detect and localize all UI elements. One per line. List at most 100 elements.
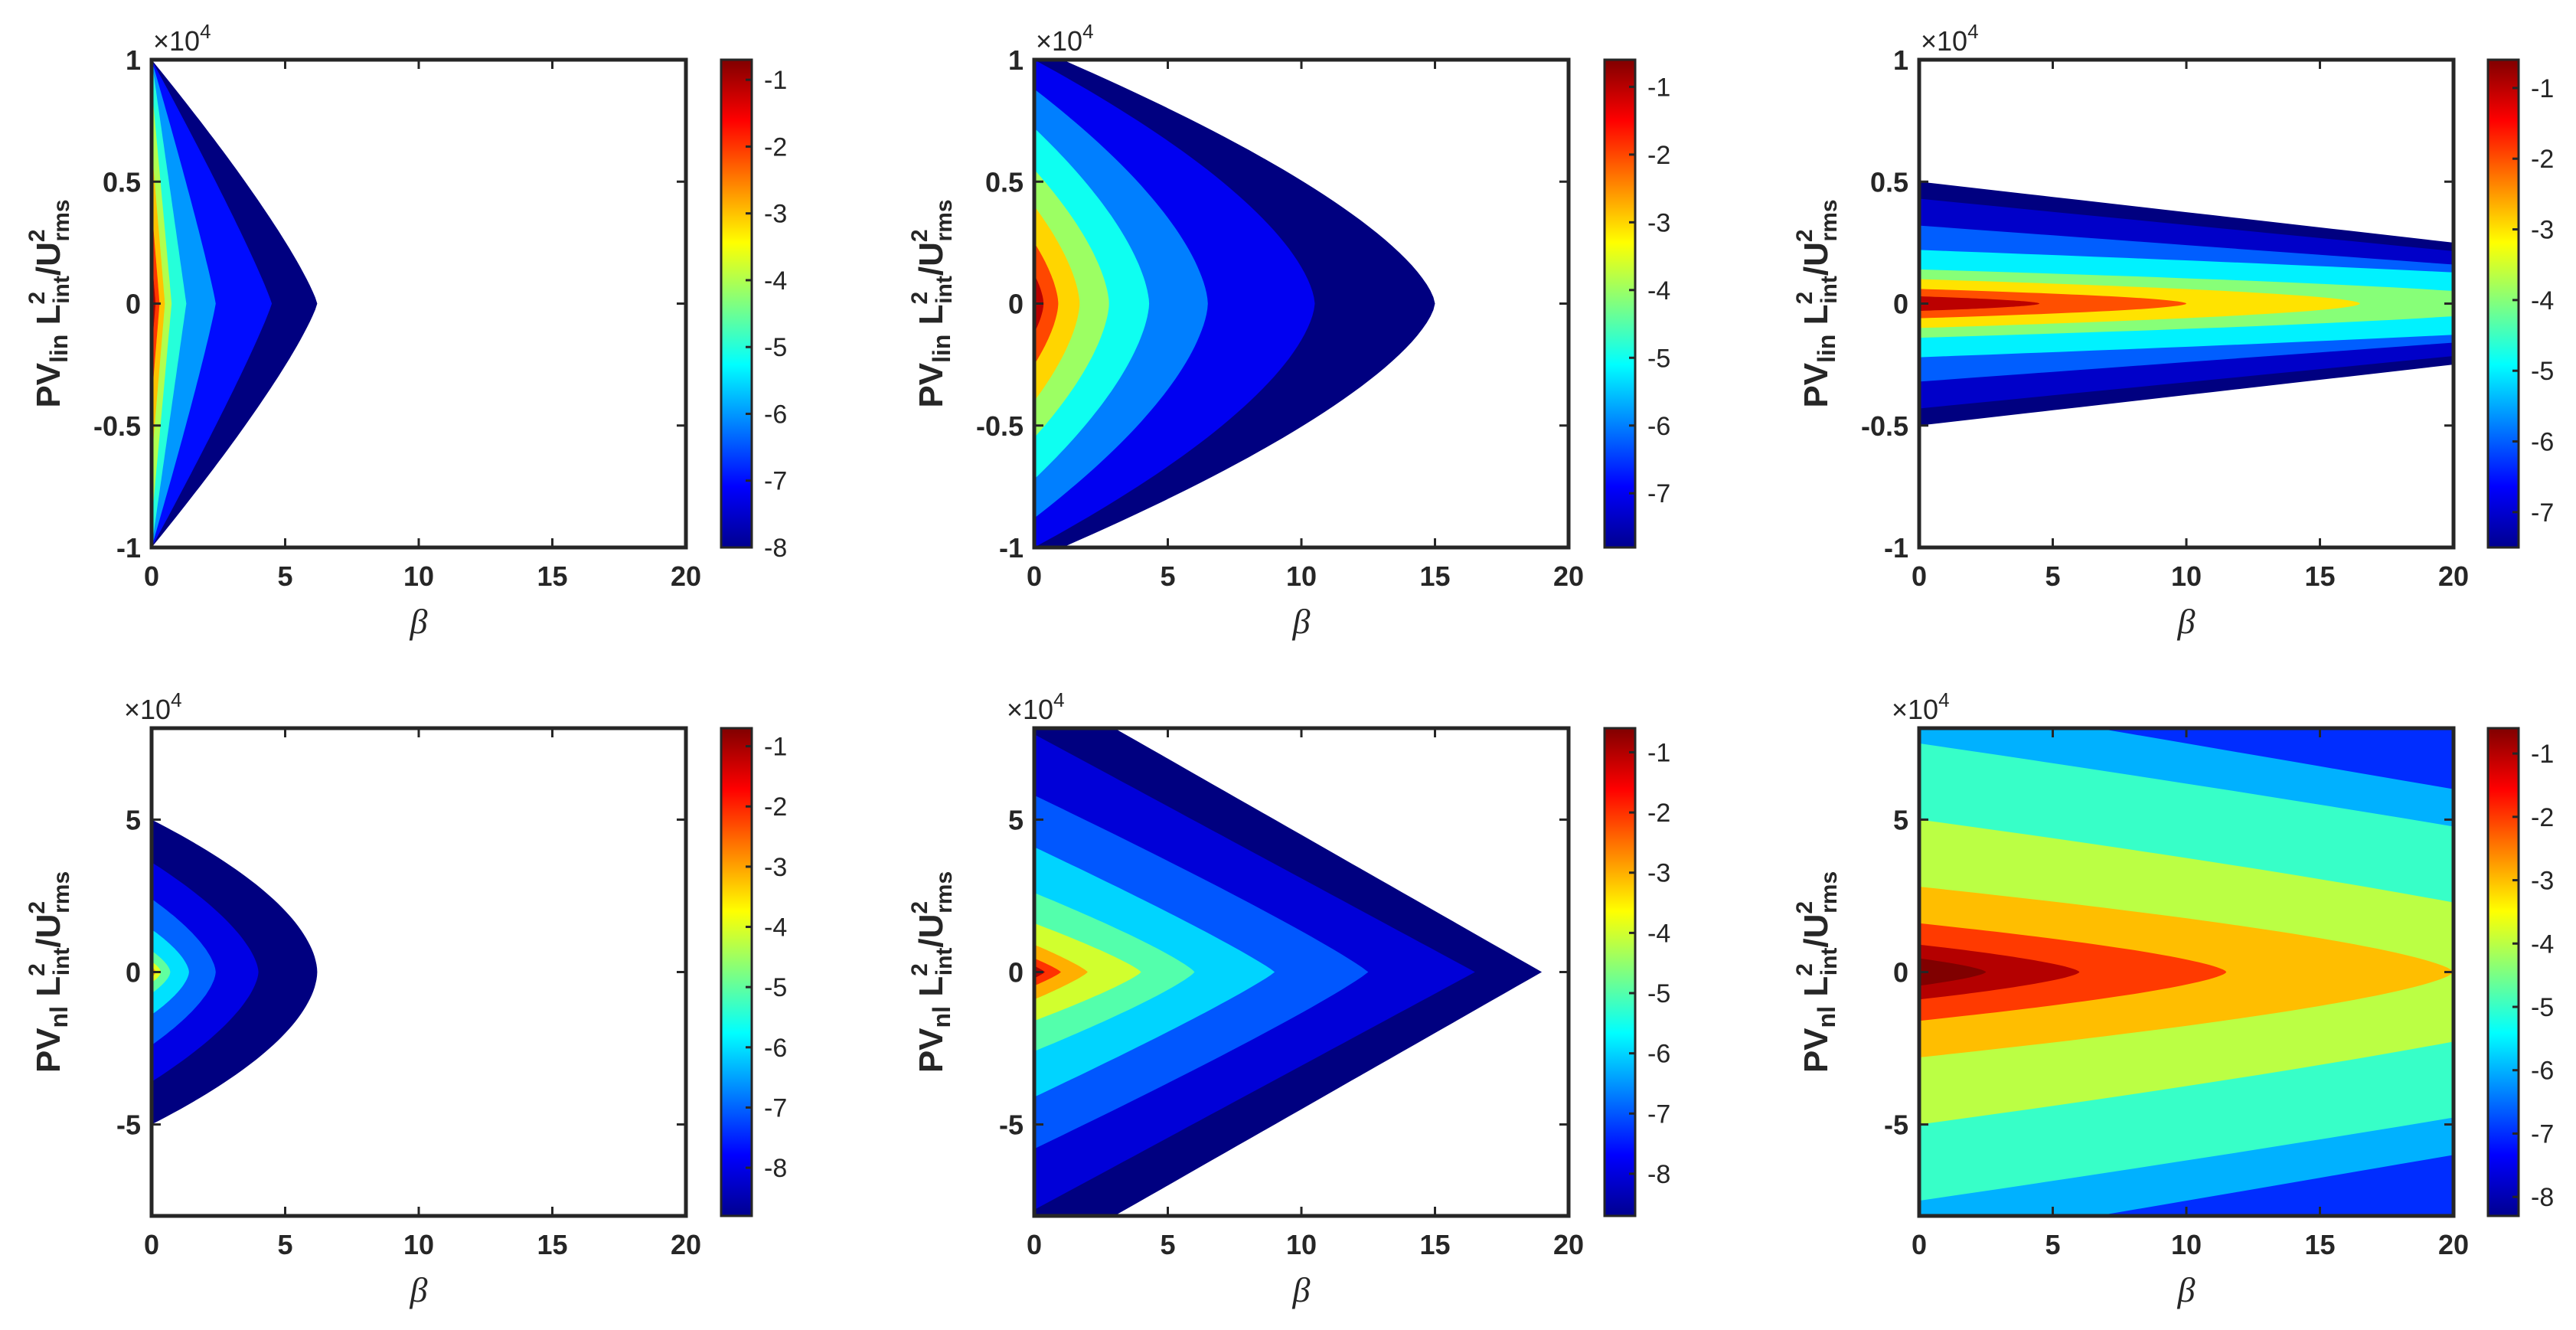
y-tick-label: 0 [126, 957, 141, 989]
x-tick-label: 0 [1027, 1229, 1042, 1260]
y-tick-label: 0 [1893, 957, 1908, 989]
contour-plot [1919, 60, 2454, 547]
y-tick-label: 0 [1008, 957, 1024, 989]
y-tick-label: -1 [1884, 532, 1908, 564]
colorbar-tick-label: -1 [2531, 740, 2554, 769]
colorbar-tick-label: -7 [764, 467, 787, 496]
colorbar-tick-label: -5 [1647, 979, 1670, 1008]
chart-panel: 0 5 10 15 20 5 0 -5 ×104 β PVnl L2int/U2rms -1 -2 -3 -… [1792, 688, 2554, 1309]
colorbar-tick-label: -3 [1647, 859, 1670, 888]
x-tick-label: 15 [537, 1229, 567, 1260]
colorbar-tick-label: -1 [1647, 738, 1670, 767]
colorbar [1605, 60, 1635, 547]
chart-panel: 0 5 10 15 20 1 0.5 0 -0.5 -1 ×104 β PVlin L2int/U2rm… [907, 20, 1670, 641]
x-tick-label: 20 [671, 1229, 701, 1260]
colorbar [2488, 60, 2519, 547]
colorbar-tick-label: -3 [764, 853, 787, 882]
colorbar-tick-label: -4 [2531, 930, 2554, 959]
x-tick-label: 20 [2438, 1229, 2469, 1260]
colorbar-tick-label: -5 [2531, 357, 2554, 386]
y-tick-label: -0.5 [93, 410, 141, 442]
colorbar-frame [2486, 58, 2520, 549]
y-tick-label: 1 [1008, 44, 1024, 76]
x-axis-label: β [410, 1270, 428, 1309]
x-tick-label: 15 [2304, 1229, 2335, 1260]
contour-band [1034, 242, 1059, 365]
y-axis-label: PVnl L2int/U2rms [24, 871, 74, 1073]
colorbar-tick-label: -8 [764, 534, 787, 563]
colorbar-tick-label: -7 [1647, 1100, 1670, 1129]
contour-band [1034, 958, 1061, 986]
chart-panel: 0 5 10 15 20 1 0.5 0 -0.5 -1 ×104 β PVlin L2int/U2rm… [1792, 20, 2554, 641]
colorbar-tick-label: -2 [2531, 145, 2554, 174]
colorbar-tick-label: -8 [2531, 1183, 2554, 1212]
colorbar-tick-label: -5 [2531, 993, 2554, 1022]
x-tick-label: 5 [1160, 560, 1175, 592]
x-tick-label: 10 [2171, 560, 2202, 592]
x-tick-label: 20 [1553, 560, 1584, 592]
y-tick-label: -0.5 [976, 410, 1024, 442]
x-tick-label: 5 [277, 1229, 292, 1260]
x-tick-label: 0 [1912, 560, 1927, 592]
colorbar-tick-label: -1 [2531, 74, 2554, 103]
x-axis-label: β [1292, 602, 1311, 641]
y-axis-label: PVlin L2int/U2rms [907, 199, 957, 407]
y-axis-label: PVnl L2int/U2rms [907, 871, 957, 1073]
colorbar-tick-label: -3 [1647, 208, 1670, 237]
colorbar-tick-label: -7 [2531, 1119, 2554, 1149]
contour-plot [1919, 728, 2454, 1216]
colorbar-tick-label: -7 [2531, 498, 2554, 528]
contour-band [1919, 296, 2040, 312]
colorbar-tick-label: -5 [1647, 344, 1670, 373]
x-tick-label: 10 [2171, 1229, 2202, 1260]
y-tick-label: 0.5 [1870, 166, 1908, 198]
colorbar-tick-label: -4 [1647, 276, 1670, 306]
y-tick-label: 1 [1893, 44, 1908, 76]
colorbar [721, 728, 752, 1216]
colorbar [721, 60, 752, 547]
x-tick-label: 10 [403, 560, 434, 592]
colorbar-frame [720, 58, 753, 549]
contour-plot [1034, 728, 1569, 1216]
colorbar-tick-label: -6 [764, 1034, 787, 1063]
colorbar-tick-label: -6 [1647, 1040, 1670, 1069]
x-axis-label: β [410, 602, 428, 641]
colorbar-tick-label: -1 [1647, 73, 1670, 102]
colorbar-tick-label: -2 [2531, 803, 2554, 832]
contour-band [1919, 289, 2186, 319]
x-tick-label: 15 [1419, 560, 1450, 592]
y-scale-factor: ×104 [1921, 20, 1979, 57]
colorbar-tick-label: -4 [764, 266, 787, 296]
colorbar-tick-label: -6 [1647, 412, 1670, 441]
chart-panel: 0 5 10 15 20 1 0.5 0 -0.5 -1 ×104 β PVlin L2int/U2rm… [24, 20, 787, 641]
colorbar-tick-label: -3 [764, 200, 787, 229]
y-tick-label: -1 [999, 532, 1024, 564]
x-axis-label: β [1292, 1270, 1311, 1309]
colorbar-tick-label: -2 [1647, 141, 1670, 170]
colorbar-tick-label: -1 [764, 733, 787, 762]
y-tick-label: -1 [116, 532, 141, 564]
colorbar-tick-label: -8 [1647, 1160, 1670, 1189]
colorbar-frame [2486, 727, 2520, 1217]
colorbar-tick-label: -5 [764, 333, 787, 362]
x-tick-label: 10 [403, 1229, 434, 1260]
y-tick-label: -5 [116, 1109, 141, 1141]
x-axis-label: β [2177, 1270, 2196, 1309]
x-tick-label: 15 [1419, 1229, 1450, 1260]
y-tick-label: -5 [1884, 1109, 1908, 1141]
colorbar-frame [1603, 58, 1637, 549]
x-tick-label: 20 [671, 560, 701, 592]
colorbar-tick-label: -4 [1647, 919, 1670, 948]
x-tick-label: 20 [2438, 560, 2469, 592]
y-axis-label: PVlin L2int/U2rms [24, 199, 74, 407]
colorbar-tick-label: -3 [2531, 216, 2554, 245]
contour-band [1919, 944, 2080, 1000]
y-tick-label: 0 [126, 289, 141, 320]
colorbar [1605, 728, 1635, 1216]
y-tick-label: -0.5 [1861, 410, 1908, 442]
y-axis-label: PVlin L2int/U2rms [1792, 199, 1842, 407]
y-tick-label: 0 [1008, 289, 1024, 320]
x-tick-label: 0 [1912, 1229, 1927, 1260]
colorbar [2488, 728, 2519, 1216]
